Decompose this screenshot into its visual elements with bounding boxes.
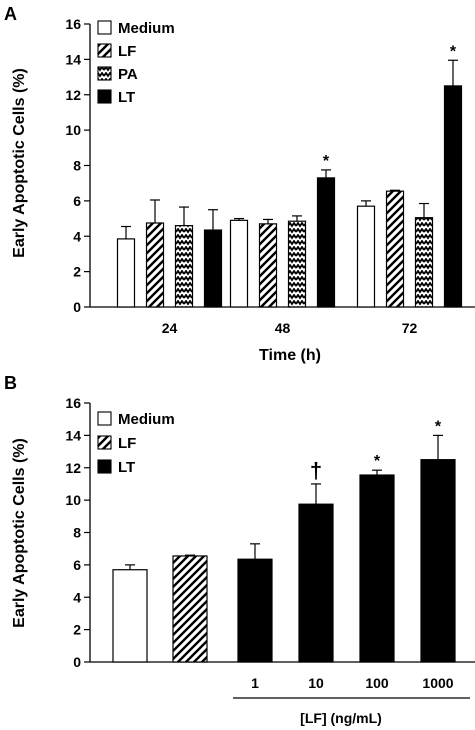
panel-a-legend-label: Medium xyxy=(118,20,175,37)
panel-b-legend-label: LT xyxy=(118,459,135,476)
panel-a-y-tick-label: 0 xyxy=(73,299,81,315)
panel-a-y-axis-label: Early Apoptotic Cells (%) xyxy=(11,68,28,258)
panel-a-bar xyxy=(145,222,165,308)
panel-a-legend-swatch xyxy=(97,20,112,35)
panel-b-bar xyxy=(112,569,148,663)
panel-b-bar xyxy=(172,555,208,663)
panel-b-significance-mark: * xyxy=(435,418,442,435)
panel-a-bar xyxy=(229,219,249,308)
panel-b-bar xyxy=(237,558,273,663)
panel-a-bar xyxy=(414,217,434,308)
panel-b-bar xyxy=(420,459,456,663)
panel-b-bars: † * * xyxy=(112,418,456,663)
panel-a-y-tick-label: 14 xyxy=(65,51,81,67)
panel-b-legend-label: LF xyxy=(118,435,136,452)
panel-a-bar xyxy=(116,238,136,308)
panel-label-b: B xyxy=(4,373,17,393)
panel-a-significance-mark: * xyxy=(450,43,457,60)
panel-a-y-tick-label: 4 xyxy=(73,228,81,244)
panel-a-legend-label: LT xyxy=(118,89,135,106)
panel-b-legend-label: Medium xyxy=(118,411,175,428)
panel-a-y-tick-label: 12 xyxy=(65,87,81,103)
panel-a-y-tick-label: 16 xyxy=(65,16,81,32)
panel-a-x-tick-label: 48 xyxy=(275,320,291,336)
panel-a-significance-mark: * xyxy=(323,153,330,170)
panel-a-bar xyxy=(443,85,463,308)
panel-b-bar xyxy=(298,503,334,663)
panel-a-bar xyxy=(316,177,336,308)
panel-label-a: A xyxy=(4,4,17,24)
panel-b-significance-mark: † xyxy=(310,458,322,483)
panel-a-y-tick-label: 8 xyxy=(73,158,81,174)
panel-a-x-tick-label: 24 xyxy=(162,320,178,336)
panel-a-bar xyxy=(174,225,194,308)
panel-b-y-tick-label: 10 xyxy=(65,492,81,508)
panel-b-legend-swatch xyxy=(97,411,112,426)
panel-a-x-tick-label: 72 xyxy=(402,320,418,336)
panel-b-y-axis-label: Early Apoptotic Cells (%) xyxy=(11,438,28,628)
panel-b-legend-swatch xyxy=(97,459,112,474)
panel-b-y-tick-label: 2 xyxy=(73,622,81,638)
panel-a-legend: Medium LF PA LT xyxy=(97,20,175,106)
panel-a-x-axis-label: Time (h) xyxy=(259,347,321,364)
panel-b-y-tick-label: 8 xyxy=(73,525,81,541)
panel-b-x-axis-label: [LF] (ng/mL) xyxy=(300,710,382,726)
panel-b-y-tick-label: 14 xyxy=(65,427,81,443)
panel-a-y-tick-label: 2 xyxy=(73,264,81,280)
panel-a-y-tick-label: 6 xyxy=(73,193,81,209)
panel-a-legend-swatch xyxy=(97,66,112,81)
panel-b-y-tick-label: 4 xyxy=(73,589,81,605)
panel-b-x-tick-label: 1 xyxy=(251,675,259,691)
panel-b-bar xyxy=(359,474,395,663)
panel-a-bar xyxy=(356,205,376,308)
panel-b-axes: 0 2 4 6 8 10 12 14 16 1 10 100 1000 xyxy=(65,395,475,691)
panel-a-legend-label: PA xyxy=(118,66,138,83)
panel-b-x-tick-label: 10 xyxy=(308,675,324,691)
panel-b-legend-swatch xyxy=(97,435,112,450)
panel-b-y-tick-label: 6 xyxy=(73,557,81,573)
panel-a: A Early Apoptotic Cells (%) 024681012141… xyxy=(4,4,475,364)
panel-a-legend-label: LF xyxy=(118,43,136,60)
panel-b-x-tick-label: 1000 xyxy=(422,675,453,691)
panel-a-legend-swatch xyxy=(97,89,112,104)
panel-b-y-tick-label: 16 xyxy=(65,395,81,411)
panel-a-legend-swatch xyxy=(97,43,112,58)
panel-b-y-tick-label: 0 xyxy=(73,654,81,670)
panel-a-bars: ** xyxy=(116,43,463,308)
panel-a-bar xyxy=(258,223,278,308)
panel-a-bar xyxy=(203,229,223,308)
panel-b-x-tick-label: 100 xyxy=(365,675,389,691)
panel-b-legend: Medium LF LT xyxy=(97,411,175,476)
panel-b-y-tick-label: 12 xyxy=(65,460,81,476)
panel-a-bar xyxy=(385,190,405,308)
panel-a-bar xyxy=(287,220,307,308)
panel-a-y-tick-label: 10 xyxy=(65,122,81,138)
panel-b: B Early Apoptotic Cells (%) 0 2 4 6 8 10 12 14 1… xyxy=(4,373,475,726)
panel-b-significance-mark: * xyxy=(374,453,381,470)
